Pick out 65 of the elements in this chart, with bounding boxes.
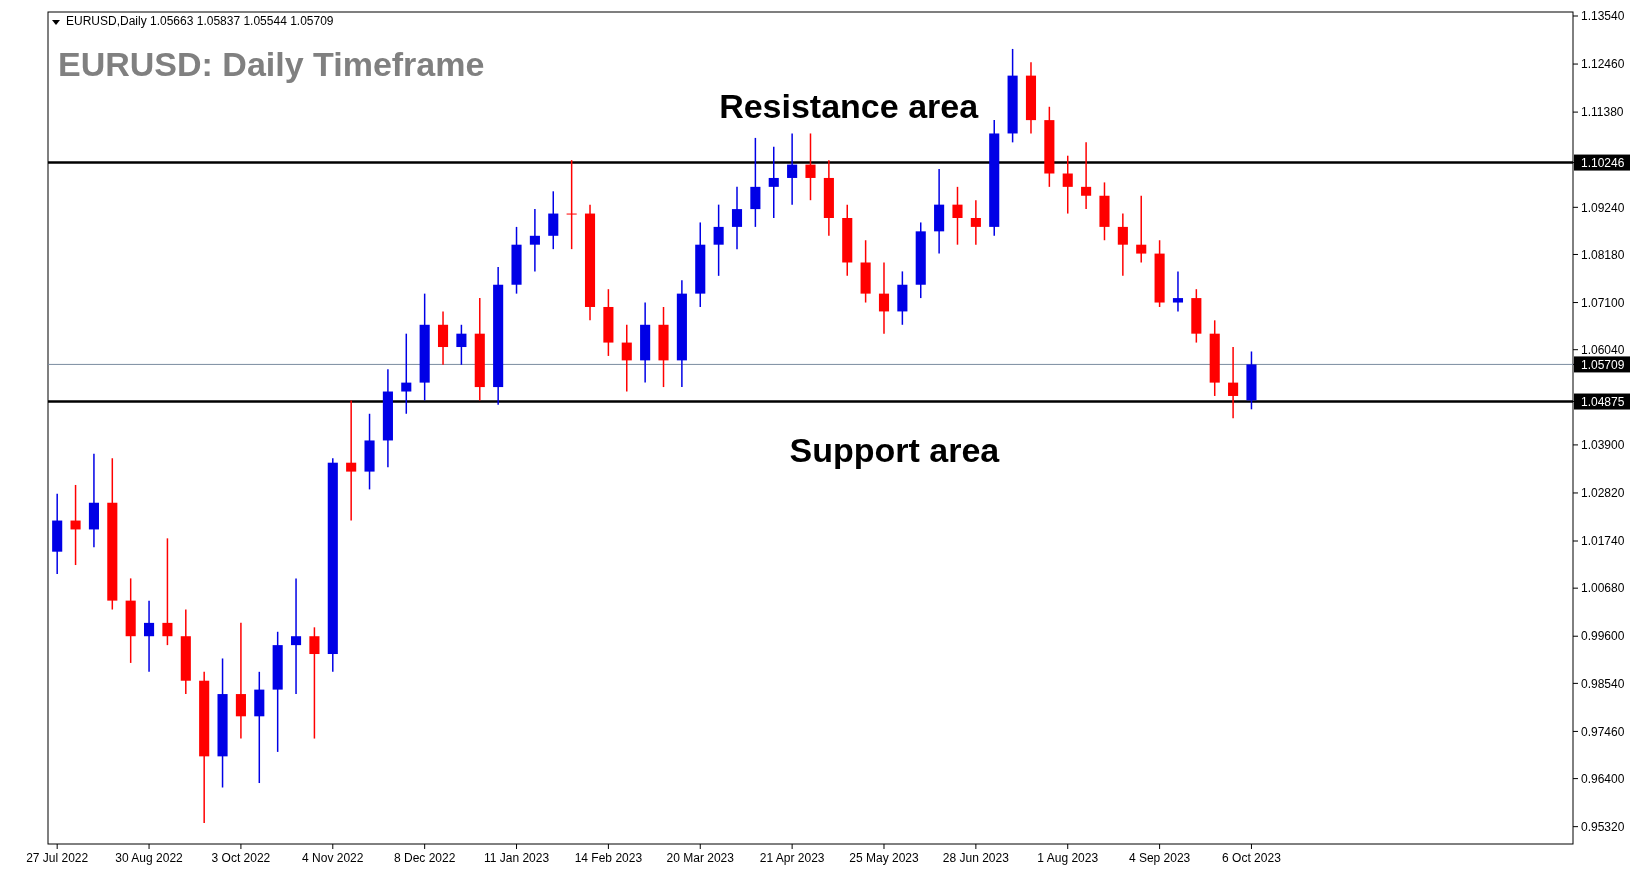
candlestick xyxy=(162,537,173,646)
candlestick xyxy=(235,622,246,740)
candlestick xyxy=(346,399,357,522)
y-tick-label: 1.04875 xyxy=(1581,394,1625,409)
y-tick-label: 1.13540 xyxy=(1581,9,1625,24)
candlestick xyxy=(621,324,632,393)
x-tick-label: 11 Jan 2023 xyxy=(483,851,550,865)
x-tick-label: 14 Feb 2023 xyxy=(574,851,643,865)
y-tick-label: 1.07100 xyxy=(1581,295,1625,310)
y-tick-label: 1.00680 xyxy=(1581,581,1625,596)
candlestick xyxy=(309,626,320,740)
candlestick xyxy=(437,310,449,366)
candlestick xyxy=(731,186,743,250)
candlestick xyxy=(952,186,963,246)
candlestick xyxy=(970,199,981,246)
candlestick xyxy=(1081,141,1092,210)
x-tick-label: 20 Mar 2023 xyxy=(666,851,735,865)
x-tick-label: 6 Oct 2023 xyxy=(1222,851,1282,865)
ref-line-label: Support area xyxy=(789,430,1001,469)
candlestick xyxy=(1136,195,1147,264)
y-tick-label: 1.02820 xyxy=(1581,486,1625,501)
candlestick xyxy=(548,190,559,250)
y-tick-label: 1.03900 xyxy=(1581,438,1625,453)
candlestick xyxy=(713,203,724,277)
x-tick-label: 3 Oct 2022 xyxy=(211,851,271,865)
candlestick xyxy=(750,137,761,228)
candlestick xyxy=(144,599,155,673)
candlestick xyxy=(1117,212,1128,277)
candlestick xyxy=(1228,346,1239,419)
candlestick xyxy=(805,132,816,201)
x-tick-label: 27 Jul 2022 xyxy=(26,851,89,865)
y-tick-label: 0.95320 xyxy=(1581,819,1625,834)
candlestick xyxy=(290,577,302,695)
y-tick-label: 1.12460 xyxy=(1581,57,1625,72)
candlestick xyxy=(566,159,577,250)
x-tick-label: 28 Jun 2023 xyxy=(942,851,1010,865)
y-tick-label: 1.01740 xyxy=(1581,534,1625,549)
candlestick xyxy=(768,146,779,219)
y-tick-label: 1.10246 xyxy=(1581,155,1625,170)
x-tick-label: 30 Aug 2022 xyxy=(115,851,184,865)
candlestick xyxy=(878,261,890,335)
y-tick-label: 0.97460 xyxy=(1581,724,1625,739)
candlestick xyxy=(1062,154,1073,215)
x-tick-label: 4 Nov 2022 xyxy=(302,851,364,865)
x-tick-label: 21 Apr 2023 xyxy=(759,851,825,865)
candlestick xyxy=(1172,270,1184,313)
candlestick xyxy=(529,208,540,273)
ref-line-label: Resistance area xyxy=(719,86,980,125)
y-tick-label: 1.05709 xyxy=(1581,357,1625,372)
y-tick-label: 1.08180 xyxy=(1581,247,1625,262)
x-tick-label: 4 Sep 2023 xyxy=(1128,851,1191,865)
y-tick-label: 1.11380 xyxy=(1581,105,1624,120)
candlestick xyxy=(787,132,798,206)
y-tick-label: 0.99600 xyxy=(1581,629,1625,644)
x-tick-label: 25 May 2023 xyxy=(849,851,920,865)
chart-subtitle: EURUSD,Daily 1.05663 1.05837 1.05544 1.05709 xyxy=(66,14,334,28)
y-tick-label: 0.96400 xyxy=(1581,771,1625,786)
text: EURUSD: Daily Timeframe xyxy=(58,45,485,83)
x-tick-label: 8 Dec 2022 xyxy=(393,851,456,865)
y-tick-label: 1.09240 xyxy=(1581,200,1625,215)
candlestick xyxy=(401,332,412,415)
candlestick xyxy=(456,324,467,366)
y-tick-label: 1.06040 xyxy=(1581,342,1625,357)
x-tick-label: 1 Aug 2023 xyxy=(1037,851,1099,865)
y-tick-label: 0.98540 xyxy=(1581,676,1625,691)
